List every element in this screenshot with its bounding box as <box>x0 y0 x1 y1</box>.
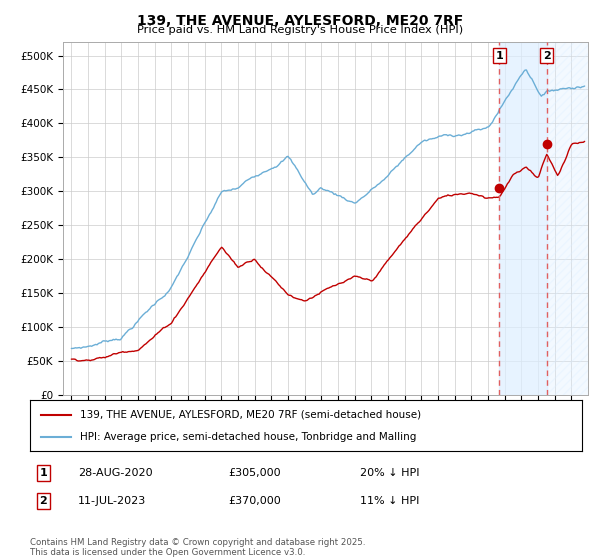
Text: 139, THE AVENUE, AYLESFORD, ME20 7RF: 139, THE AVENUE, AYLESFORD, ME20 7RF <box>137 14 463 28</box>
Text: 1: 1 <box>40 468 47 478</box>
Text: 11% ↓ HPI: 11% ↓ HPI <box>360 496 419 506</box>
Text: Price paid vs. HM Land Registry's House Price Index (HPI): Price paid vs. HM Land Registry's House … <box>137 25 463 35</box>
Bar <box>499 42 547 395</box>
Text: 11-JUL-2023: 11-JUL-2023 <box>78 496 146 506</box>
Text: HPI: Average price, semi-detached house, Tonbridge and Malling: HPI: Average price, semi-detached house,… <box>80 432 416 442</box>
Text: 139, THE AVENUE, AYLESFORD, ME20 7RF (semi-detached house): 139, THE AVENUE, AYLESFORD, ME20 7RF (se… <box>80 409 421 419</box>
Text: 1: 1 <box>495 50 503 60</box>
Text: 2: 2 <box>543 50 551 60</box>
Text: Contains HM Land Registry data © Crown copyright and database right 2025.
This d: Contains HM Land Registry data © Crown c… <box>30 538 365 557</box>
Text: 2: 2 <box>40 496 47 506</box>
Text: £305,000: £305,000 <box>228 468 281 478</box>
Text: 28-AUG-2020: 28-AUG-2020 <box>78 468 152 478</box>
Text: £370,000: £370,000 <box>228 496 281 506</box>
Text: 20% ↓ HPI: 20% ↓ HPI <box>360 468 419 478</box>
Bar <box>547 42 588 395</box>
